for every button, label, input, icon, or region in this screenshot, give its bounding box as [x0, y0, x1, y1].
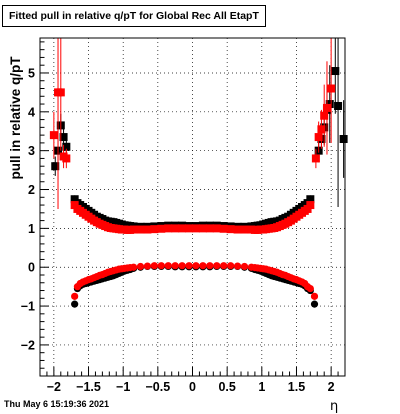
chart-title: Fitted pull in relative q/pT for Global …	[2, 5, 266, 27]
data-point	[306, 201, 315, 210]
data-point	[240, 225, 249, 234]
y-tick-label: 3	[28, 144, 35, 158]
data-point	[317, 125, 326, 134]
data-point	[136, 262, 145, 271]
data-point	[171, 224, 180, 233]
data-point	[178, 224, 187, 233]
data-point	[62, 154, 71, 163]
y-tick-label: 5	[28, 66, 35, 80]
data-point	[136, 225, 145, 234]
data-point	[49, 131, 58, 140]
data-point	[233, 262, 242, 270]
data-point	[206, 262, 214, 270]
data-point	[185, 224, 194, 233]
x-tick-label: −2	[47, 380, 61, 394]
y-tick-label: 4	[28, 105, 35, 119]
data-point	[157, 224, 166, 233]
data-point	[164, 262, 172, 270]
data-point	[150, 225, 159, 234]
data-point	[129, 225, 138, 234]
data-point	[322, 103, 331, 112]
data-point	[310, 300, 319, 308]
data-point	[191, 224, 200, 233]
data-point	[306, 195, 315, 204]
data-point	[143, 262, 152, 270]
x-axis-label: η	[330, 399, 339, 414]
data-point	[320, 111, 329, 120]
data-point	[199, 262, 207, 270]
data-point	[71, 292, 79, 300]
data-point	[306, 284, 314, 293]
y-tick-label: 0	[28, 261, 35, 275]
data-point	[157, 262, 165, 270]
x-tick-label: −1.5	[76, 380, 101, 394]
data-point	[311, 154, 320, 163]
data-point	[198, 224, 207, 233]
data-point	[233, 225, 242, 234]
data-point	[227, 262, 235, 270]
data-point	[185, 262, 193, 270]
x-tick-label: 0.5	[218, 380, 235, 394]
data-point	[339, 135, 348, 144]
data-point	[226, 225, 235, 234]
y-tick-label: 2	[28, 183, 35, 197]
data-point	[178, 262, 186, 270]
data-point	[331, 67, 340, 76]
data-point	[71, 300, 79, 308]
data-point	[59, 133, 68, 142]
data-point	[219, 224, 228, 233]
x-tick-label: −0.5	[145, 380, 170, 394]
x-tick-label: 1	[258, 380, 265, 394]
data-point	[205, 224, 214, 233]
data-point	[327, 84, 336, 93]
data-point	[62, 142, 71, 151]
data-point	[164, 224, 173, 233]
y-tick-label: 1	[28, 222, 35, 236]
data-point	[56, 88, 65, 97]
y-axis-label: pull in relative q/pT	[8, 56, 23, 180]
y-tick-label: −2	[21, 338, 35, 352]
data-point	[314, 133, 323, 142]
data-point	[213, 262, 221, 270]
y-tick-label: −1	[21, 300, 35, 314]
data-point	[310, 292, 319, 300]
timestamp-label: Thu May 6 15:19:36 2021	[4, 399, 110, 409]
data-point	[51, 162, 60, 171]
data-markers	[49, 38, 348, 308]
x-tick-label: 0	[189, 380, 196, 394]
data-point	[220, 262, 228, 270]
data-point	[143, 225, 152, 234]
data-point	[192, 262, 200, 270]
data-point	[334, 101, 343, 110]
x-tick-label: 1.5	[288, 380, 305, 394]
data-point	[171, 262, 179, 270]
data-point	[129, 263, 138, 271]
axes: −2 −1.5 −1 −0.5 0 0.5 1 1.5 2 −2 −1 0 1 2 3 4 5 pull in r…	[8, 37, 346, 394]
data-point	[150, 262, 158, 270]
data-point	[240, 262, 249, 271]
x-tick-label: −1	[116, 380, 130, 394]
data-point	[212, 224, 221, 233]
x-tick-label: 2	[328, 380, 335, 394]
